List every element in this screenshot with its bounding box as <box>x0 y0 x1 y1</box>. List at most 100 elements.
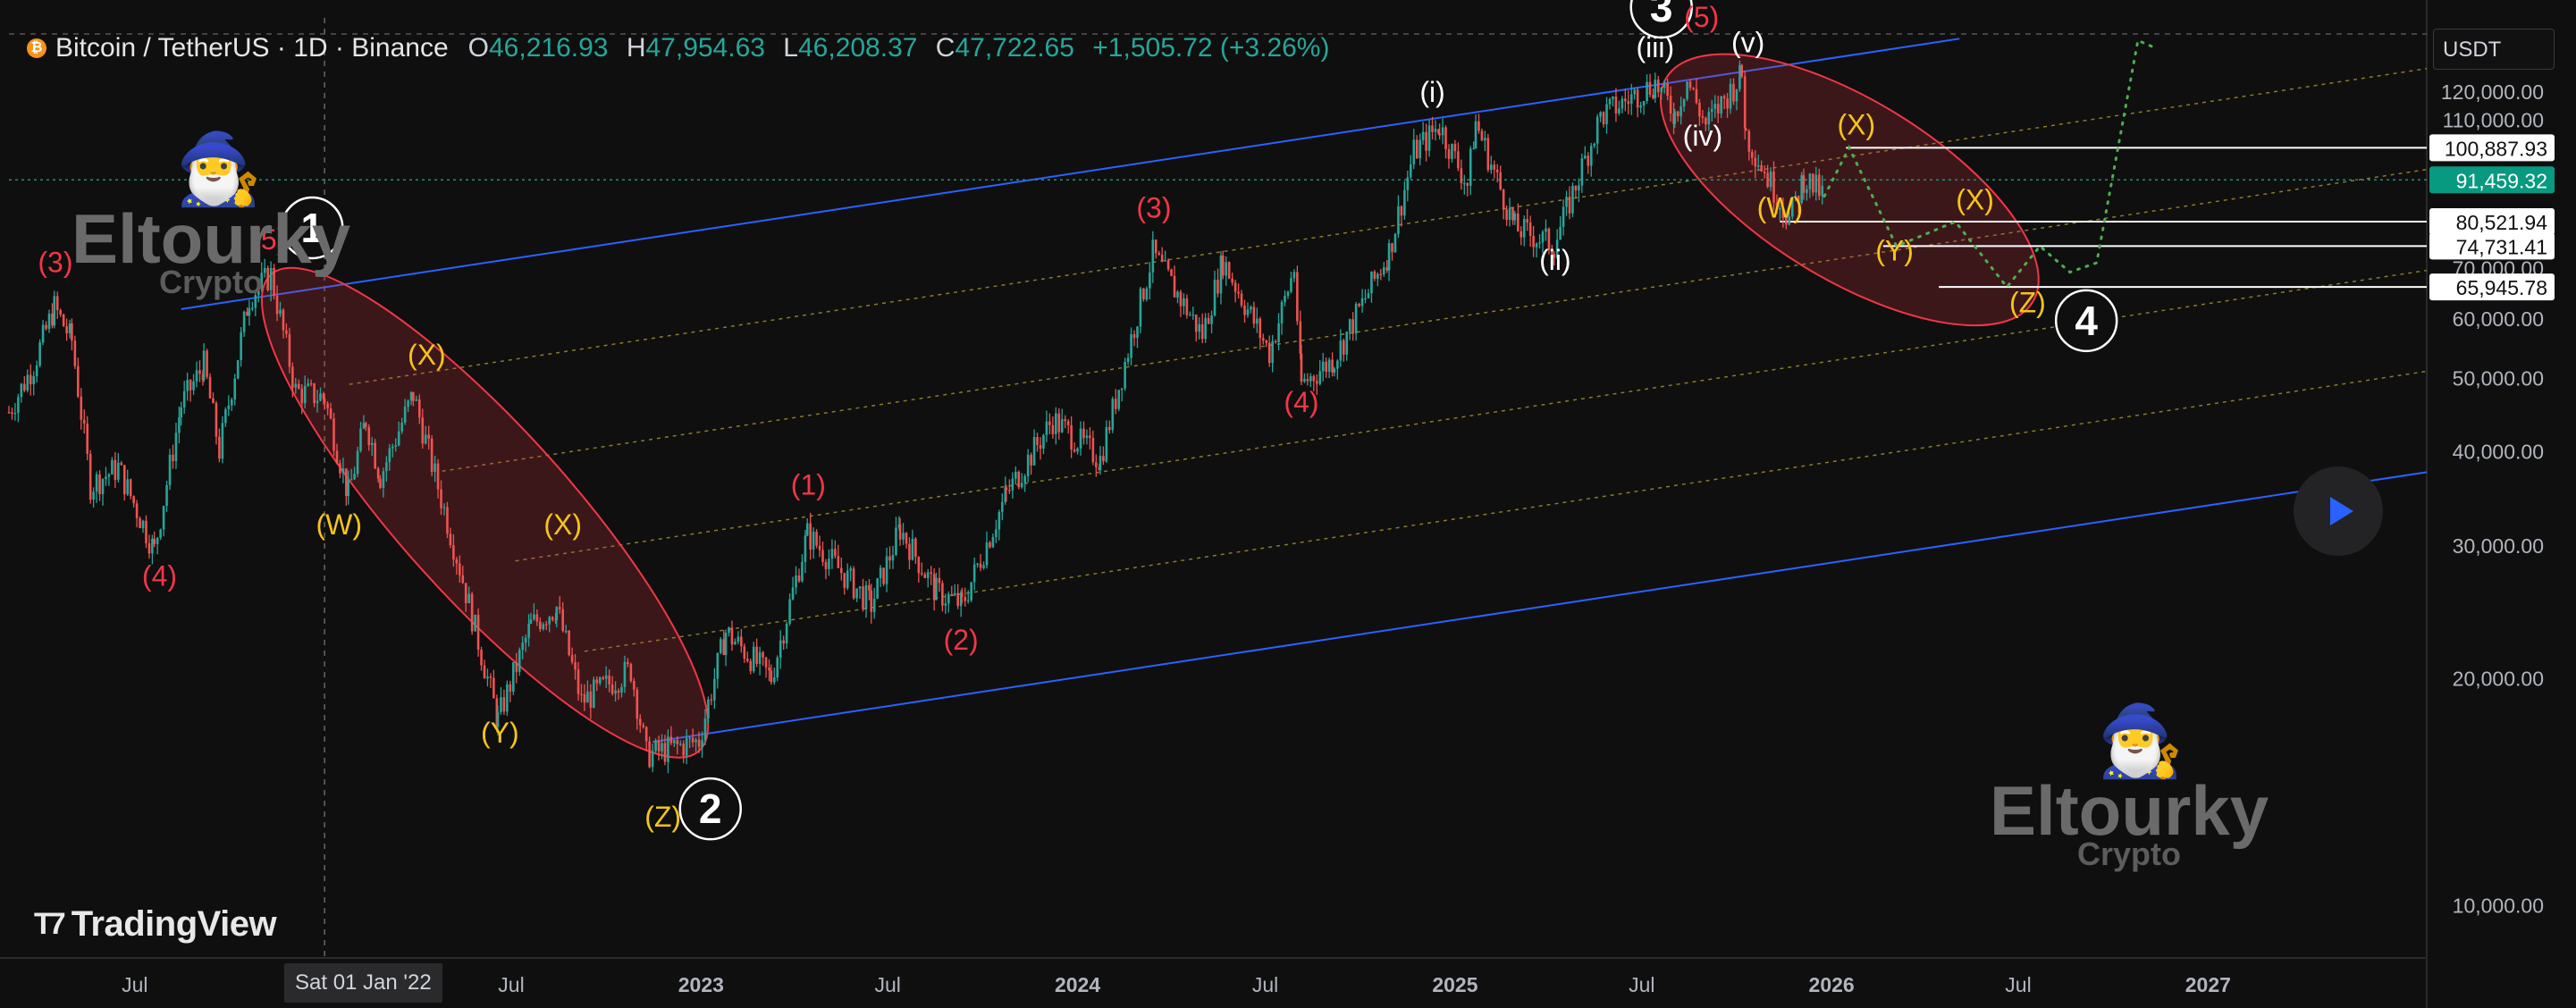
candle-body <box>208 376 212 399</box>
candle-body <box>1673 111 1677 124</box>
candle-body <box>1265 340 1268 343</box>
candle-body <box>1099 456 1102 470</box>
candle-body <box>1608 98 1612 105</box>
candle-body <box>944 603 947 606</box>
candle-body <box>1621 98 1624 109</box>
candle-body <box>1627 101 1630 105</box>
candle-body <box>382 471 385 488</box>
candle-body <box>1743 76 1747 129</box>
candle-body <box>1391 243 1393 253</box>
candle-body <box>446 507 449 534</box>
candle-body <box>1772 171 1775 203</box>
candle-body <box>740 636 743 647</box>
candle-body <box>1345 332 1349 355</box>
candle-body <box>285 330 288 334</box>
candle-body <box>678 743 682 745</box>
candle-body <box>985 542 989 566</box>
candle-body <box>1713 104 1717 110</box>
candle-body <box>101 479 105 495</box>
currency-selector[interactable]: USDT <box>2433 29 2555 70</box>
candle-body <box>23 383 26 391</box>
candle-body <box>1011 478 1014 491</box>
replay-play-button[interactable] <box>2294 466 2383 556</box>
candle-body <box>1431 125 1434 132</box>
candle-body <box>950 593 954 596</box>
candle-body <box>1227 262 1231 279</box>
candle-body <box>1571 185 1574 214</box>
candle-body <box>1020 483 1023 488</box>
candle-body <box>991 536 995 548</box>
candle-body <box>153 538 156 544</box>
candle-body <box>947 593 950 604</box>
candle-body <box>496 711 500 727</box>
wave-label: (X) <box>1838 109 1876 141</box>
candle-body <box>480 650 483 666</box>
candle-body <box>1511 207 1514 221</box>
candle-body <box>737 636 740 643</box>
candle-body <box>1274 340 1277 343</box>
candle-body <box>1460 168 1463 184</box>
candle-body <box>839 567 843 574</box>
candle-body <box>1555 239 1559 258</box>
candle-body <box>1023 475 1026 483</box>
candle-body <box>341 468 345 474</box>
candle-body <box>266 267 269 290</box>
candle-body <box>1513 213 1517 221</box>
candle-body <box>1376 273 1379 279</box>
candle-body <box>1008 490 1011 491</box>
y-tick-label: 20,000.00 <box>2453 667 2544 690</box>
x-tick-label: 2027 <box>2185 973 2231 996</box>
candle-body <box>518 650 521 672</box>
candle-body <box>391 446 394 449</box>
wave-label: (5) <box>1684 1 1719 33</box>
tradingview-logo[interactable]: T7 TradingView <box>34 904 277 945</box>
price-level-tag <box>2429 273 2555 301</box>
candle-body <box>533 614 535 620</box>
x-tick-label: Jul <box>875 973 901 996</box>
candle-body <box>227 405 231 410</box>
candle-body <box>923 574 927 578</box>
candle-body <box>1418 139 1421 159</box>
candle-body <box>459 563 461 575</box>
candle-body <box>1393 233 1397 253</box>
candle-body <box>1499 172 1502 190</box>
candle-body <box>1048 421 1051 425</box>
candle-body <box>914 538 917 558</box>
candle-body <box>1032 437 1036 466</box>
candle-body <box>1660 88 1663 93</box>
candle-body <box>159 529 162 538</box>
candle-body <box>788 599 791 624</box>
price-level-tag-label: 100,887.93 <box>2445 137 2547 160</box>
candle-body <box>1039 445 1042 449</box>
candle-body <box>1505 209 1508 221</box>
x-tick-label: 2025 <box>1432 973 1477 996</box>
symbol-title[interactable]: Bitcoin / TetherUS · 1D · Binance <box>55 33 449 63</box>
price-level-tag <box>2429 166 2555 194</box>
candle-body <box>558 607 561 609</box>
candle-body <box>551 617 554 620</box>
wave-circle <box>281 196 344 260</box>
price-level-tag <box>2429 232 2555 260</box>
candle-body <box>509 684 512 692</box>
candle-body <box>959 592 963 607</box>
candle-body <box>379 478 382 488</box>
candle-body <box>1164 260 1166 262</box>
candle-body <box>1315 381 1318 384</box>
candle-body <box>62 314 65 327</box>
candle-body <box>1225 262 1228 276</box>
candle-body <box>657 740 661 752</box>
candle-body <box>1763 172 1766 173</box>
candle-body <box>1158 253 1161 255</box>
candle-body <box>885 556 888 584</box>
candle-body <box>1480 130 1484 141</box>
candle-body <box>1790 197 1794 217</box>
candle-body <box>876 578 879 599</box>
candle-body <box>1070 424 1073 450</box>
y-tick-label: 120,000.00 <box>2441 80 2544 104</box>
candle-body <box>1243 305 1246 315</box>
candle-body <box>1082 428 1085 439</box>
candle-body <box>938 577 941 584</box>
candle-body <box>452 545 455 560</box>
candle-body <box>80 396 83 420</box>
